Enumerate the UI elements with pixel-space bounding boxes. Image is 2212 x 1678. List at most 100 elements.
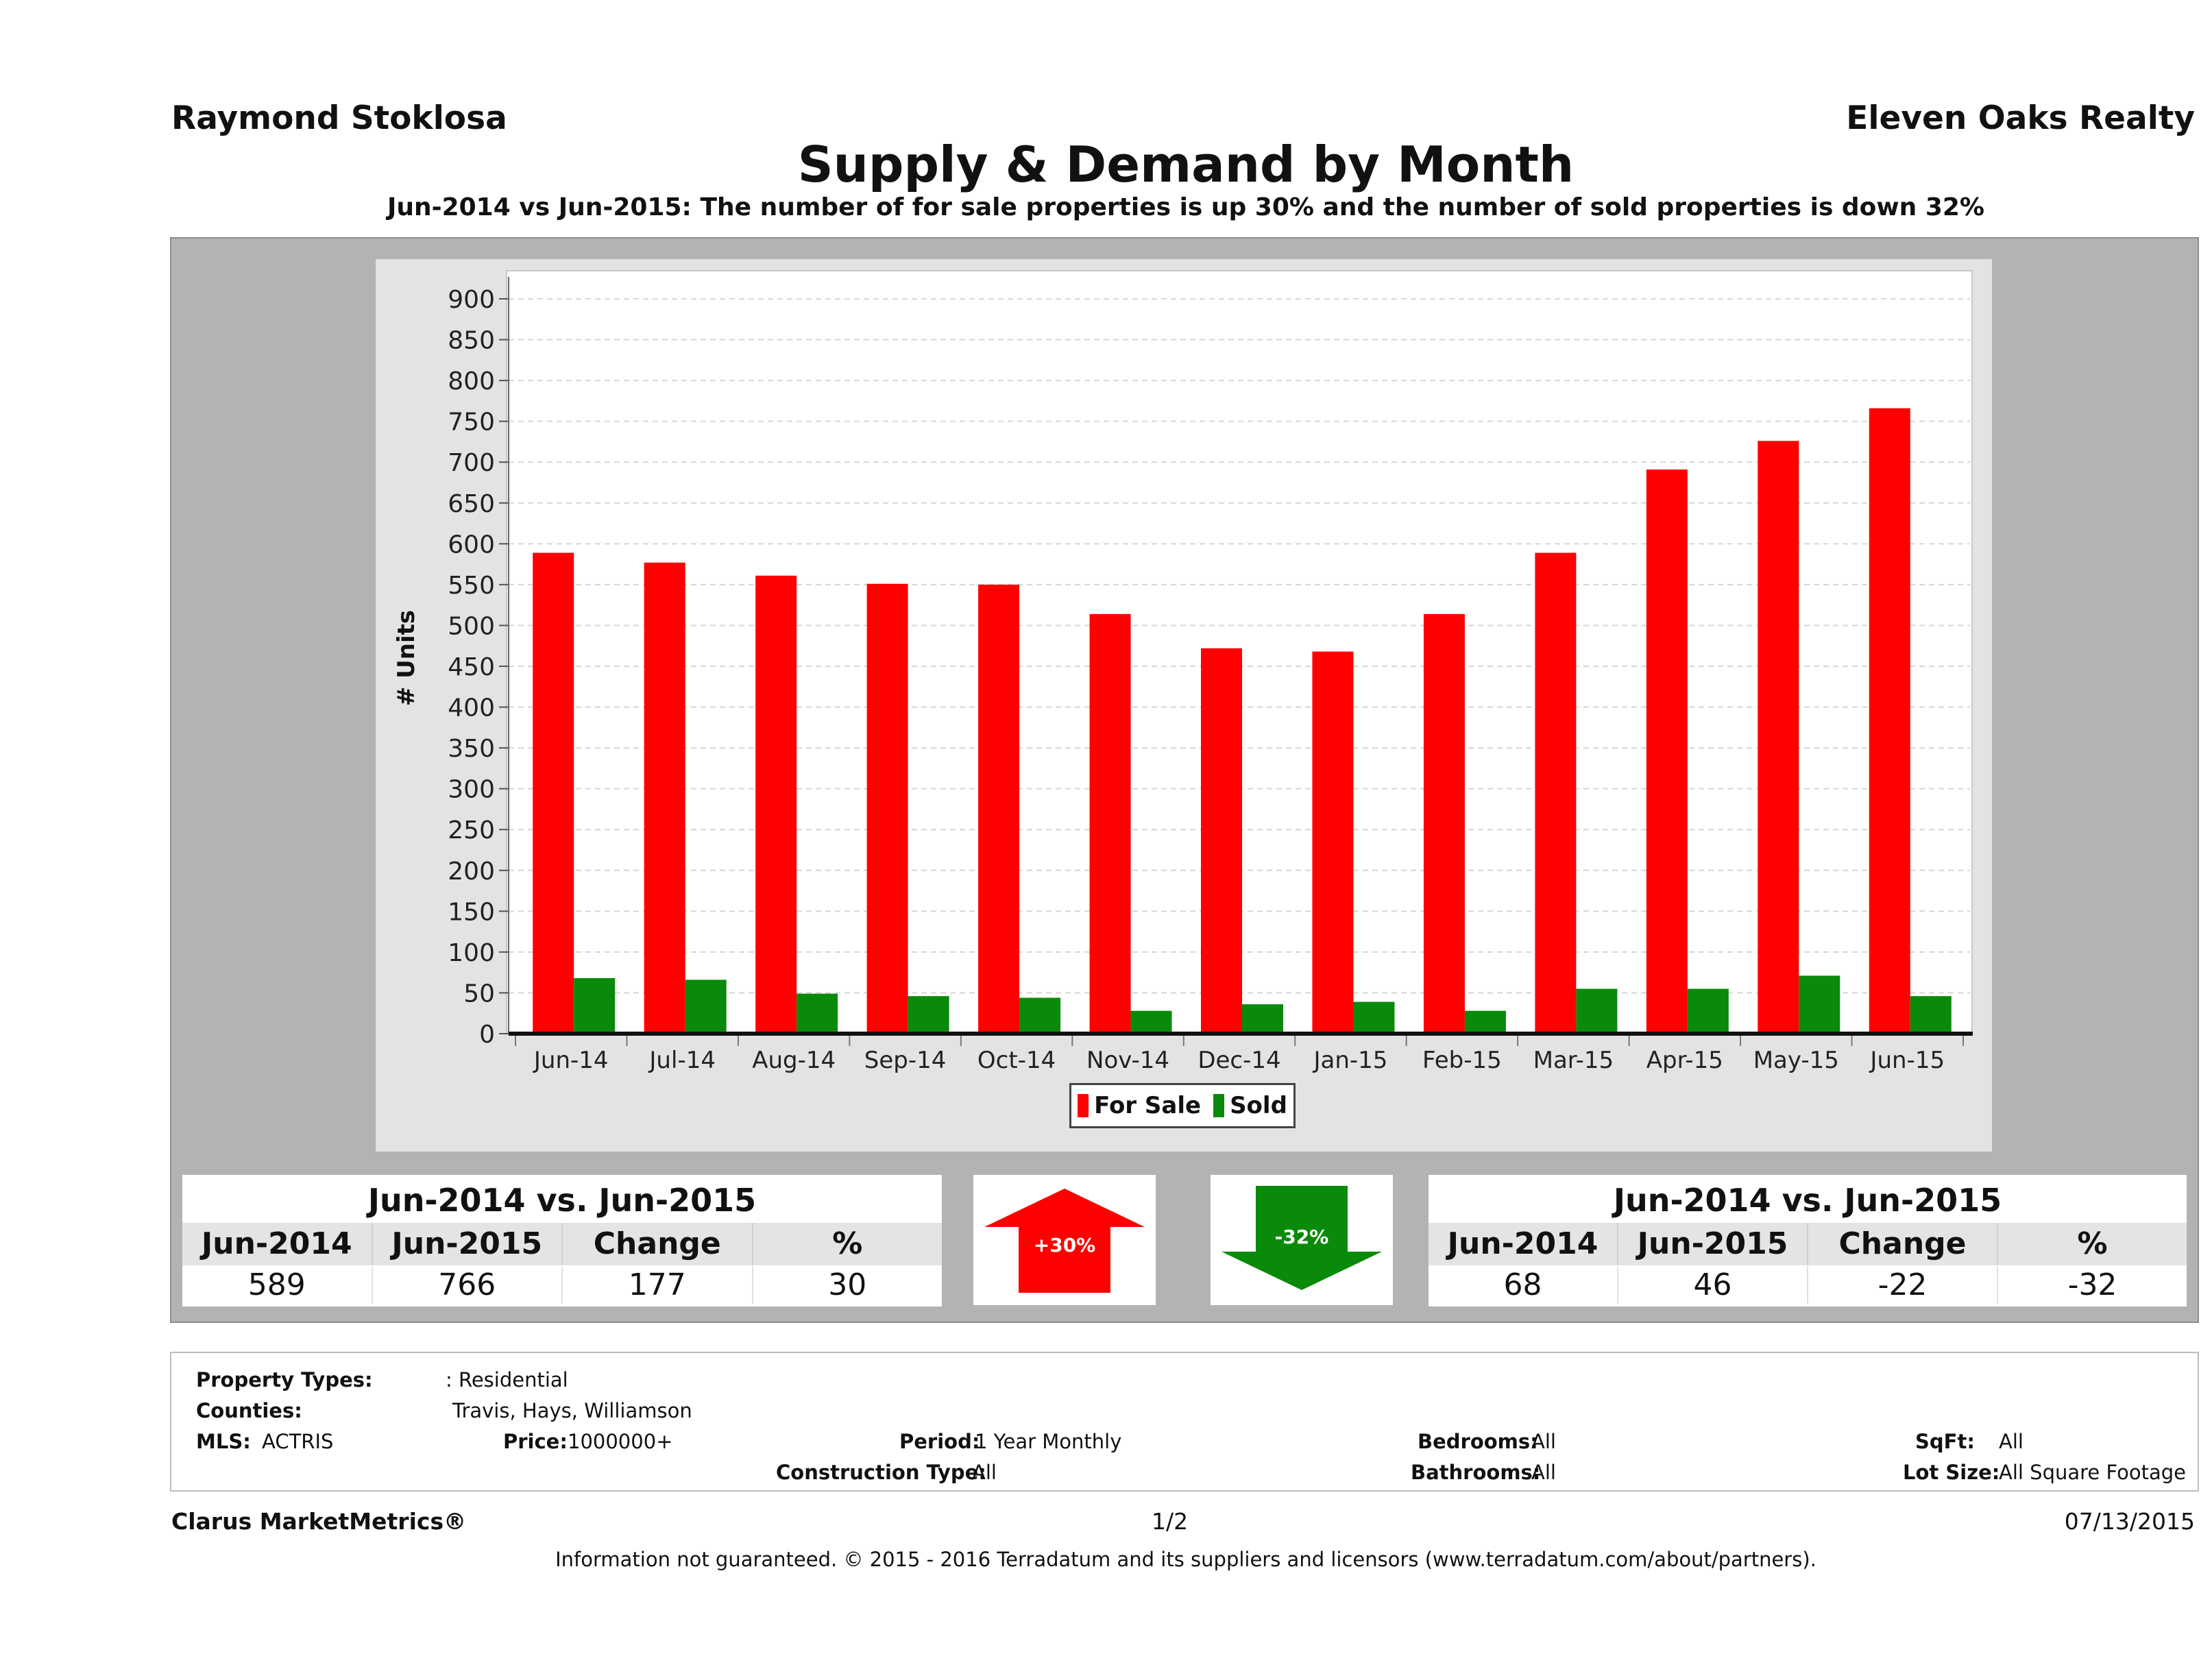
bathrooms-value: All — [1531, 1461, 1556, 1484]
bar-for-sale-apr-15 — [1646, 469, 1688, 1034]
down-arrow-label: -32% — [1275, 1226, 1329, 1248]
chart-title: Supply & Demand by Month — [797, 136, 1575, 193]
sold-value-change: -22 — [1808, 1267, 1998, 1304]
sold-header-start: Jun-2014 — [1429, 1223, 1618, 1265]
up-arrow-shape — [984, 1189, 1145, 1293]
bar-for-sale-dec-14 — [1201, 648, 1242, 1034]
footer-brand: Clarus MarketMetrics® — [171, 1508, 467, 1535]
bar-for-sale-jul-14 — [644, 562, 685, 1034]
legend-swatch-for-sale — [1078, 1094, 1089, 1117]
down-arrow-icon: -32% — [1222, 1186, 1382, 1290]
period-value: 1 Year Monthly — [975, 1430, 1122, 1453]
x-tick-label: Jun-14 — [533, 1047, 609, 1074]
sold-value-end: 46 — [1618, 1267, 1808, 1304]
for-sale-value-change: 177 — [563, 1267, 753, 1304]
for-sale-value-percent: 30 — [828, 1267, 867, 1302]
legend-label-for-sale: For Sale — [1094, 1092, 1202, 1119]
y-tick-label: 250 — [448, 816, 495, 844]
legend-item-sold: Sold — [1213, 1092, 1287, 1119]
y-tick-label: 300 — [448, 776, 495, 804]
bar-for-sale-jan-15 — [1312, 651, 1354, 1034]
price-value: 1000000+ — [568, 1430, 673, 1453]
bar-sold-nov-14 — [1130, 1010, 1172, 1034]
bar-for-sale-may-15 — [1758, 441, 1799, 1034]
sold-header-end: Jun-2015 — [1618, 1223, 1808, 1265]
y-tick-label: 200 — [448, 858, 495, 886]
x-tick-label: Mar-15 — [1533, 1047, 1614, 1074]
for-sale-header-start: Jun-2014 — [182, 1223, 373, 1265]
x-tick-label: Jul-14 — [648, 1047, 716, 1074]
x-tick-label: Dec-14 — [1198, 1047, 1280, 1074]
bar-sold-may-15 — [1799, 975, 1840, 1034]
for-sale-value-start: 589 — [182, 1267, 373, 1304]
sold-stats-title: Jun-2014 vs. Jun-2015 — [1613, 1182, 2002, 1219]
down-arrow-shape — [1222, 1186, 1382, 1290]
bedrooms-label: Bedrooms: — [1418, 1430, 1538, 1453]
bar-sold-dec-14 — [1242, 1004, 1283, 1034]
broker-name: Eleven Oaks Realty — [1846, 99, 2195, 137]
sqft-label: SqFt: — [1915, 1430, 1975, 1453]
bar-sold-jun-15 — [1910, 996, 1952, 1034]
for-sale-header-end: Jun-2015 — [373, 1223, 563, 1265]
lot-size-label: Lot Size: — [1903, 1461, 2000, 1484]
y-tick-label: 850 — [448, 327, 495, 355]
up-arrow-icon: +30% — [984, 1189, 1145, 1293]
for-sale-stats-title: Jun-2014 vs. Jun-2015 — [367, 1182, 757, 1219]
mls-label: MLS: — [196, 1430, 251, 1453]
bar-sold-jul-14 — [685, 980, 727, 1034]
bar-sold-mar-15 — [1576, 988, 1618, 1034]
bar-sold-sep-14 — [908, 996, 949, 1034]
bar-for-sale-aug-14 — [755, 575, 797, 1034]
bar-for-sale-jun-14 — [533, 552, 574, 1034]
footer-date: 07/13/2015 — [2064, 1508, 2195, 1535]
bar-for-sale-oct-14 — [978, 584, 1020, 1034]
bar-for-sale-nov-14 — [1089, 613, 1131, 1034]
x-tick-label: May-15 — [1753, 1047, 1839, 1074]
bar-sold-jun-14 — [574, 978, 616, 1034]
y-tick-label: 350 — [448, 735, 495, 763]
for-sale-header-percent: % — [832, 1226, 863, 1261]
property-types-label: Property Types: — [196, 1368, 373, 1391]
bar-for-sale-mar-15 — [1535, 552, 1577, 1034]
y-tick-label: 400 — [448, 694, 495, 722]
sold-header-percent: % — [2077, 1226, 2108, 1261]
construction-type-label: Construction Type: — [776, 1461, 986, 1484]
price-label: Price: — [503, 1430, 568, 1453]
bar-sold-jan-15 — [1353, 1001, 1395, 1034]
for-sale-value-end: 766 — [373, 1267, 563, 1304]
for-sale-header-change: Change — [563, 1223, 753, 1265]
y-tick-label: 0 — [479, 1021, 495, 1049]
sqft-value: All — [1999, 1430, 2023, 1453]
x-tick-label: Apr-15 — [1646, 1047, 1723, 1074]
footer-page-number: 1/2 — [1152, 1508, 1189, 1535]
y-tick-label: 150 — [448, 898, 495, 926]
x-tick-label: Nov-14 — [1086, 1047, 1169, 1074]
bar-sold-oct-14 — [1019, 997, 1061, 1034]
for-sale-stats-table: Jun-2014 vs. Jun-2015 Jun-2014 Jun-2015 … — [182, 1175, 942, 1306]
up-arrow-label: +30% — [1034, 1234, 1095, 1256]
for-sale-change-indicator: +30% — [973, 1175, 1156, 1305]
counties-value: Travis, Hays, Williamson — [452, 1399, 692, 1422]
x-tick-label: Feb-15 — [1422, 1047, 1502, 1074]
y-tick-label: 50 — [463, 980, 495, 1008]
mls-value: ACTRIS — [262, 1430, 334, 1453]
lot-size-value: All Square Footage — [1999, 1461, 2187, 1484]
y-tick-label: 750 — [448, 409, 495, 437]
bathrooms-label: Bathrooms: — [1411, 1461, 1541, 1484]
chart-subtitle: Jun-2014 vs Jun-2015: The number of for … — [387, 193, 1984, 221]
x-tick-label: Jun-15 — [1869, 1047, 1945, 1074]
property-types-value: : Residential — [446, 1368, 568, 1391]
y-tick-label: 800 — [448, 367, 495, 396]
legend-item-for-sale: For Sale — [1078, 1092, 1201, 1119]
y-tick-label: 650 — [448, 490, 495, 518]
chart-legend: For Sale Sold — [1069, 1083, 1296, 1128]
y-tick-label: 900 — [448, 286, 495, 314]
bar-for-sale-sep-14 — [866, 583, 908, 1034]
sold-change-indicator: -32% — [1211, 1175, 1393, 1305]
filter-criteria: Property Types: : Residential Counties: … — [170, 1352, 2199, 1492]
bedrooms-value: All — [1531, 1430, 1556, 1453]
bar-sold-aug-14 — [797, 993, 838, 1034]
bar-chart: 0 50 100 150 200 250 300 350 400 450 500 550 600 650 7… — [393, 277, 1973, 1074]
bar-sold-apr-15 — [1687, 988, 1729, 1034]
legend-label-sold: Sold — [1230, 1092, 1287, 1119]
